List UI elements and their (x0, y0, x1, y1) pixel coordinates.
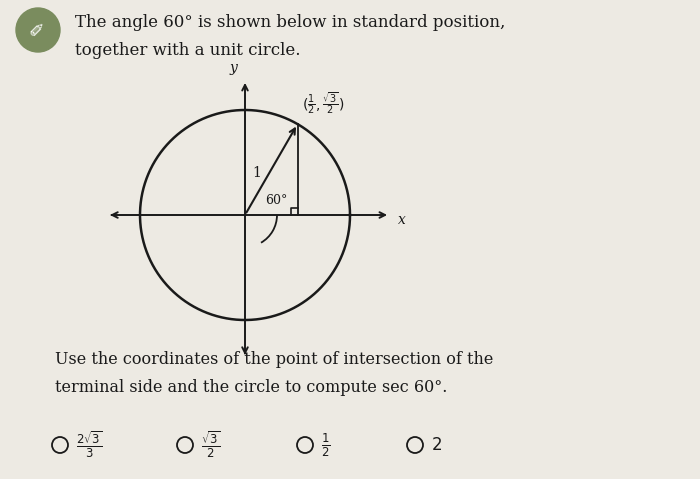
Text: y: y (229, 61, 237, 75)
Text: The angle 60° is shown below in standard position,: The angle 60° is shown below in standard… (75, 13, 505, 31)
Circle shape (16, 8, 60, 52)
Text: ✏: ✏ (25, 18, 50, 43)
Text: $\frac{2\sqrt{3}}{3}$: $\frac{2\sqrt{3}}{3}$ (76, 430, 102, 460)
Text: $(\frac{1}{2}, \frac{\sqrt{3}}{2})$: $(\frac{1}{2}, \frac{\sqrt{3}}{2})$ (302, 91, 345, 116)
Text: together with a unit circle.: together with a unit circle. (75, 42, 300, 58)
Text: $2$: $2$ (431, 436, 442, 454)
Text: 1: 1 (253, 166, 262, 180)
Text: x: x (398, 213, 406, 227)
Text: $\frac{\sqrt{3}}{2}$: $\frac{\sqrt{3}}{2}$ (201, 430, 220, 460)
Text: 60°: 60° (265, 194, 288, 206)
Text: $\frac{1}{2}$: $\frac{1}{2}$ (321, 431, 330, 459)
Text: terminal side and the circle to compute sec 60°.: terminal side and the circle to compute … (55, 379, 447, 397)
Text: Use the coordinates of the point of intersection of the: Use the coordinates of the point of inte… (55, 352, 494, 368)
